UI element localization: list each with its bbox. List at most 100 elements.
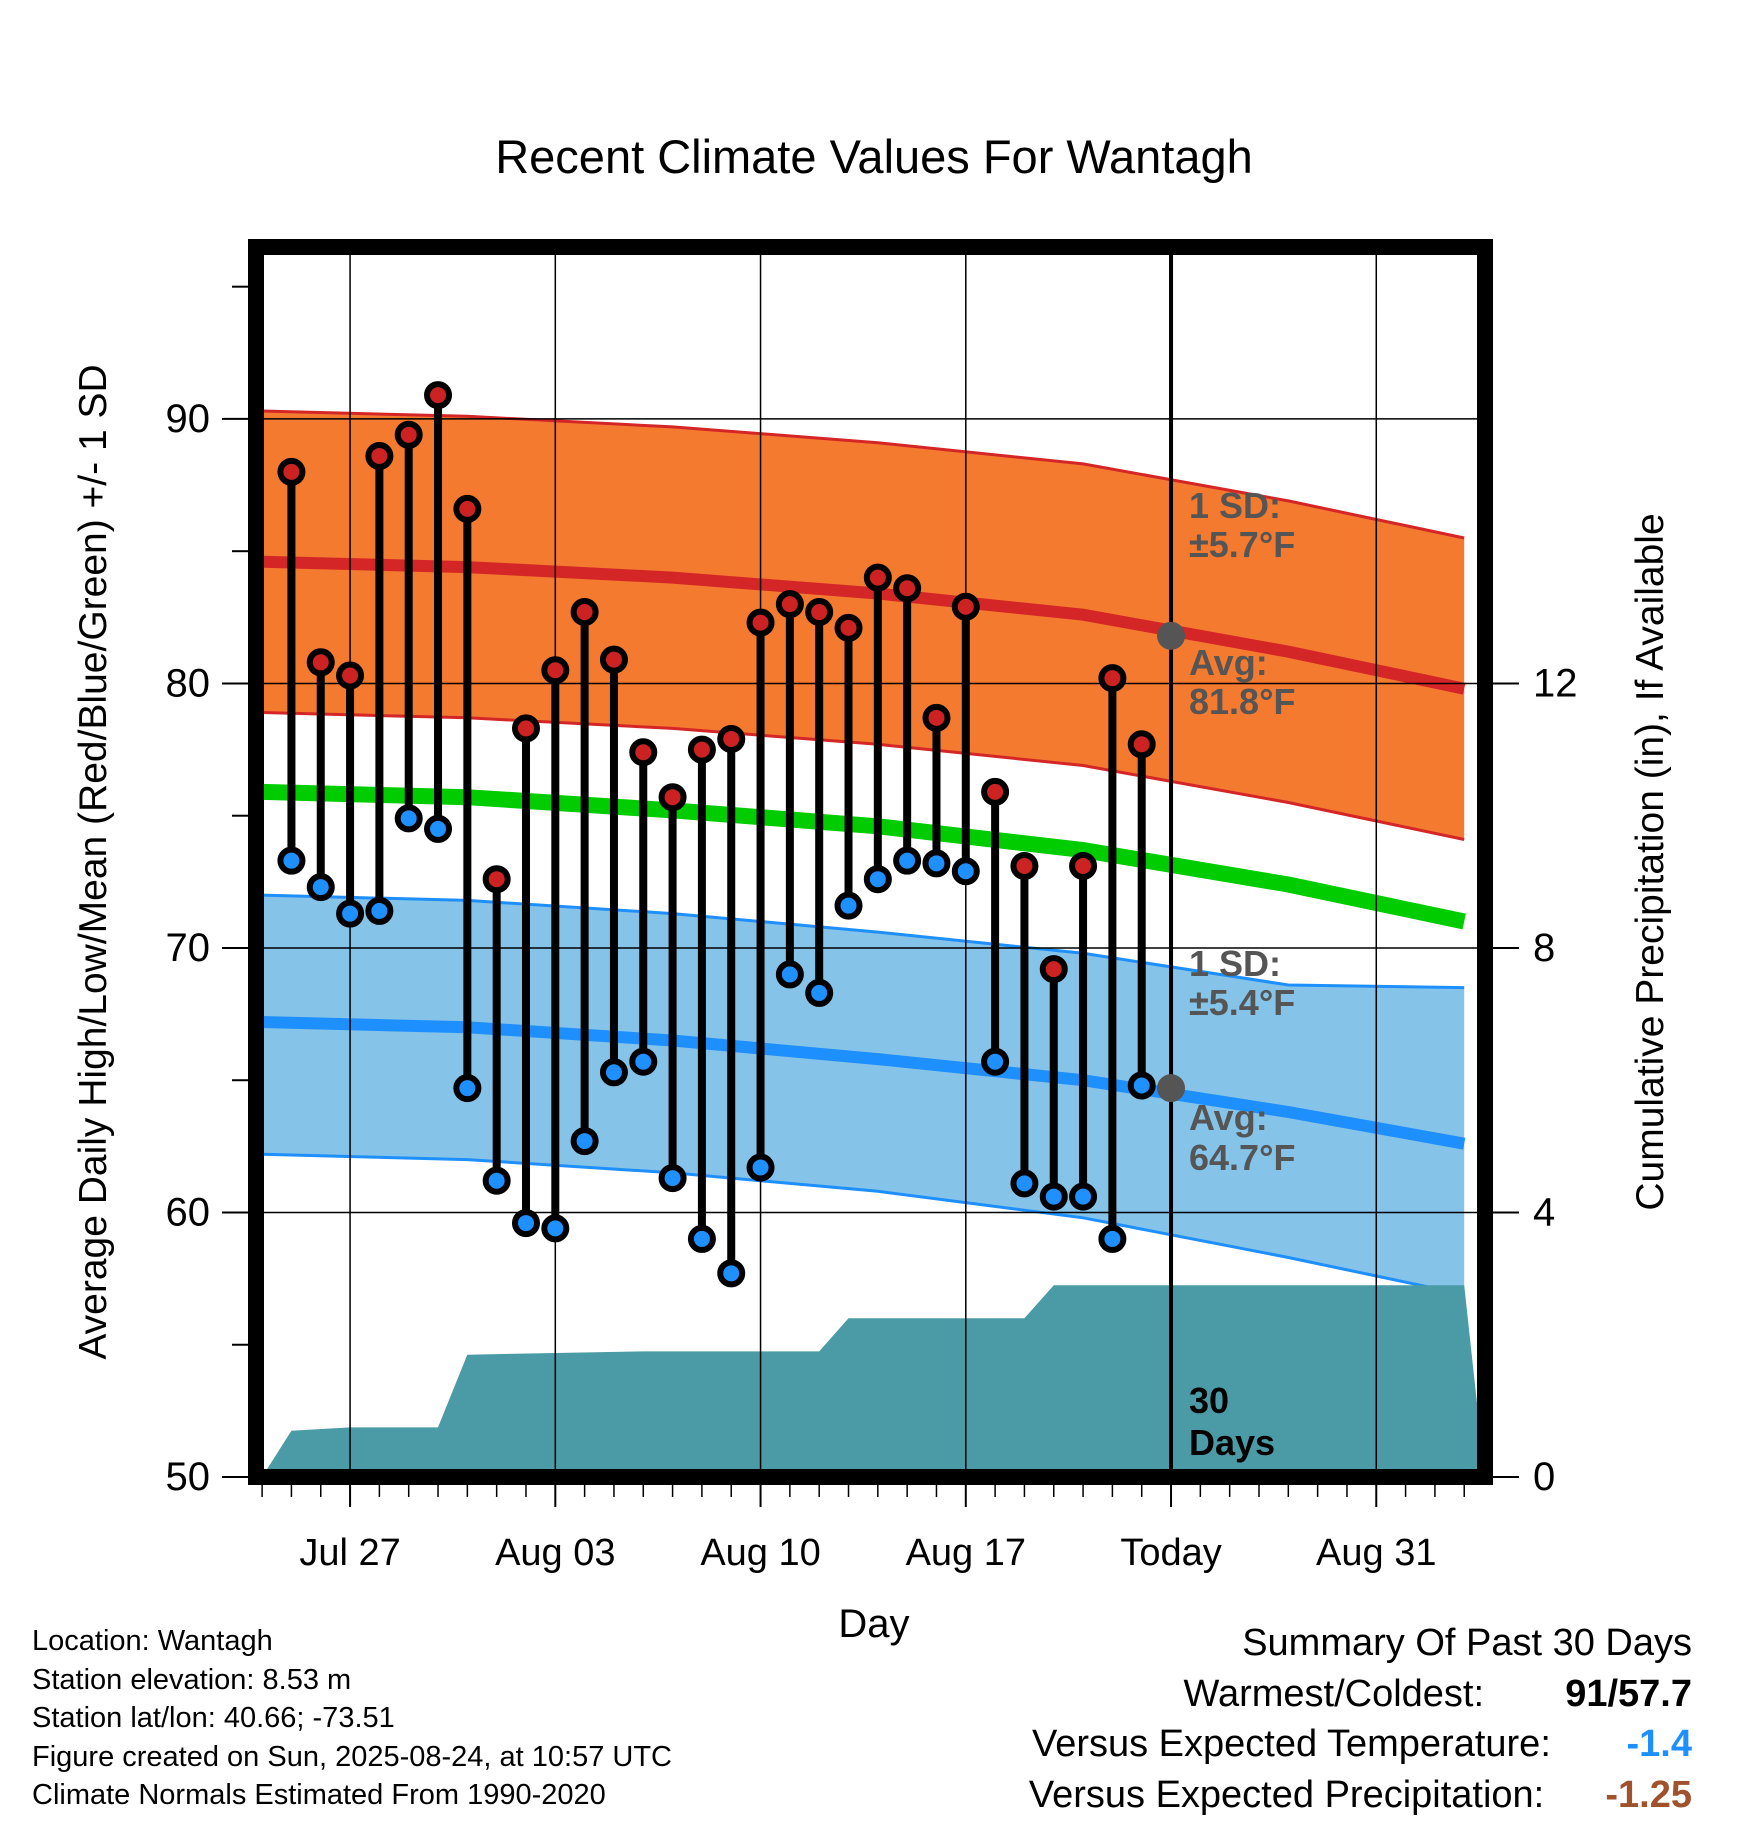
high-sd-label: 1 SD: bbox=[1189, 485, 1281, 526]
y-tick-label: 90 bbox=[166, 397, 211, 441]
coldest-value: 57.7 bbox=[1618, 1673, 1692, 1715]
high-point bbox=[1127, 730, 1156, 759]
high-point bbox=[951, 592, 980, 621]
low-point bbox=[570, 1127, 599, 1156]
low-sd-band bbox=[262, 895, 1465, 1295]
x-tick-label: Jul 27 bbox=[299, 1532, 400, 1574]
high-point bbox=[482, 865, 511, 894]
low-point bbox=[453, 1074, 482, 1103]
today-high-avg-marker bbox=[1157, 621, 1186, 650]
station-info: Location: Wantagh Station elevation: 8.5… bbox=[32, 1622, 672, 1815]
chart-labels: Recent Climate Values For Wantagh Day Aver… bbox=[72, 130, 1672, 1646]
precip-label: Versus Expected Precipitation: bbox=[1028, 1774, 1545, 1816]
low-point bbox=[1069, 1182, 1098, 1211]
high-point bbox=[775, 590, 804, 619]
low-point bbox=[746, 1153, 775, 1182]
high-point bbox=[1069, 851, 1098, 880]
daily-range-stems bbox=[287, 395, 1146, 1274]
high-upper-line bbox=[262, 409, 1465, 540]
today-low-avg-marker bbox=[1157, 1074, 1186, 1103]
high-point bbox=[541, 656, 570, 685]
high-point bbox=[511, 714, 540, 743]
temp-label: Versus Expected Temperature: bbox=[1031, 1723, 1551, 1765]
precip-value: -1.25 bbox=[1605, 1774, 1692, 1816]
low-avg-value: 64.7°F bbox=[1189, 1137, 1295, 1178]
low-point bbox=[951, 857, 980, 886]
x-axis-title: Day bbox=[838, 1602, 909, 1646]
low-point bbox=[424, 814, 453, 843]
y2-axis-title: Cumulative Precipitation (in), If Availa… bbox=[1629, 513, 1672, 1210]
normal-bands bbox=[261, 409, 1466, 1296]
x-tick-label: Today bbox=[1120, 1532, 1221, 1574]
high-point bbox=[687, 735, 716, 764]
y2-tick-label: 12 bbox=[1533, 661, 1578, 705]
high-point bbox=[805, 598, 834, 627]
y2-tick-label: 8 bbox=[1533, 926, 1555, 970]
high-point bbox=[277, 457, 306, 486]
low-point bbox=[482, 1166, 511, 1195]
low-point bbox=[1127, 1071, 1156, 1100]
low-lower-line bbox=[262, 1152, 1465, 1296]
low-point bbox=[775, 960, 804, 989]
low-point bbox=[599, 1058, 628, 1087]
low-point bbox=[336, 899, 365, 928]
x-tick-label: Aug 03 bbox=[495, 1532, 615, 1574]
elevation-text: Station elevation: 8.53 m bbox=[32, 1663, 352, 1696]
y-tick-label: 50 bbox=[166, 1455, 211, 1499]
low-point bbox=[863, 865, 892, 894]
plot-frame bbox=[248, 239, 1493, 1485]
y2-tick-label: 4 bbox=[1533, 1190, 1555, 1234]
low-point bbox=[922, 849, 951, 878]
daily-points bbox=[277, 381, 1186, 1288]
high-avg-value: 81.8°F bbox=[1189, 681, 1295, 722]
y2-tick-label: 0 bbox=[1533, 1455, 1555, 1499]
low-point bbox=[981, 1047, 1010, 1076]
x-tick-label: Aug 31 bbox=[1316, 1532, 1436, 1574]
temp-value: -1.4 bbox=[1626, 1723, 1692, 1765]
high-point bbox=[394, 420, 423, 449]
y-tick-label: 70 bbox=[166, 926, 211, 970]
plot-border bbox=[248, 239, 1493, 1485]
x-tick-label: Aug 10 bbox=[700, 1532, 820, 1574]
low-point bbox=[805, 978, 834, 1007]
high-point bbox=[1010, 851, 1039, 880]
low-sd-value: ±5.4°F bbox=[1189, 982, 1295, 1023]
high-point bbox=[424, 381, 453, 410]
low-point bbox=[629, 1047, 658, 1076]
low-avg-label: Avg: bbox=[1189, 1097, 1268, 1138]
high-point bbox=[834, 613, 863, 642]
high-point bbox=[893, 574, 922, 603]
x-tick-label: Aug 17 bbox=[906, 1532, 1026, 1574]
high-point bbox=[599, 645, 628, 674]
low-sd-label: 1 SD: bbox=[1189, 943, 1281, 984]
summary-temp-row: Versus Expected Temperature: -1.4 bbox=[1032, 1723, 1692, 1766]
high-point bbox=[922, 703, 951, 732]
high-point bbox=[453, 494, 482, 523]
high-point bbox=[1039, 955, 1068, 984]
low-point bbox=[306, 873, 335, 902]
warmest-value: 91 bbox=[1565, 1673, 1608, 1715]
summary-precip-row: Versus Expected Precipitation: -1.25 bbox=[1029, 1774, 1692, 1817]
low-point bbox=[834, 891, 863, 920]
location-text: Location: Wantagh bbox=[32, 1625, 273, 1657]
summary-warmest-row: Warmest/Coldest: 91/57.7 bbox=[1183, 1673, 1693, 1715]
low-point bbox=[658, 1164, 687, 1193]
normals-text: Climate Normals Estimated From 1990-2020 bbox=[32, 1779, 606, 1811]
created-text: Figure created on Sun, 2025-08-24, at 10… bbox=[32, 1740, 672, 1773]
summary-title: Summary Of Past 30 Days bbox=[1242, 1622, 1692, 1664]
days-label: Days bbox=[1189, 1422, 1275, 1463]
latlon-text: Station lat/lon: 40.66; -73.51 bbox=[32, 1702, 395, 1734]
high-point bbox=[746, 608, 775, 637]
y-axis-title: Average Daily High/Low/Mean (Red/Blue/Gr… bbox=[72, 364, 115, 1359]
warmest-label: Warmest/Coldest: bbox=[1183, 1673, 1485, 1715]
high-point bbox=[981, 777, 1010, 806]
precip-fill bbox=[256, 1285, 1485, 1477]
high-point bbox=[306, 648, 335, 677]
high-sd-band bbox=[262, 411, 1465, 840]
high-point bbox=[1098, 664, 1127, 693]
y-tick-label: 80 bbox=[166, 661, 211, 705]
low-point bbox=[541, 1214, 570, 1243]
low-point bbox=[511, 1209, 540, 1238]
low-point bbox=[394, 804, 423, 833]
